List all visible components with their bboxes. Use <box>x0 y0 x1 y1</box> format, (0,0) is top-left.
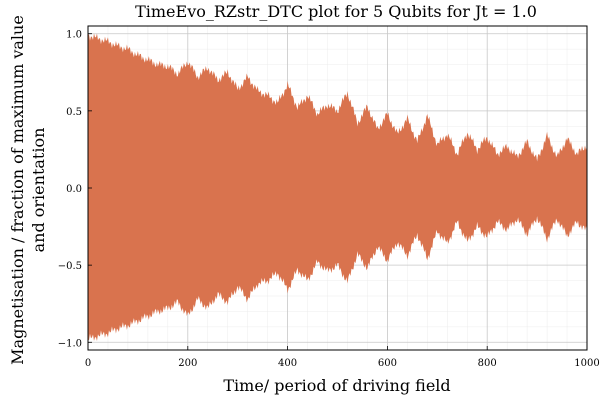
y-tick-label: 1.0 <box>66 30 82 41</box>
x-tick-label: 600 <box>378 358 397 369</box>
y-tick-label: −1.0 <box>58 338 82 349</box>
x-axis-ticks: 0 200 400 600 800 1000 <box>85 346 600 369</box>
x-tick-label: 800 <box>478 358 497 369</box>
y-axis-label-line2: and orientation <box>29 128 48 253</box>
x-tick-label: 200 <box>178 358 197 369</box>
x-axis-label: Time/ period of driving field <box>223 376 450 395</box>
y-tick-label: 0.5 <box>66 107 82 118</box>
x-tick-label: 400 <box>278 358 297 369</box>
x-tick-label: 1000 <box>574 358 599 369</box>
y-axis-ticks: −1.0 −0.5 0.0 0.5 1.0 <box>58 30 92 349</box>
x-tick-label: 0 <box>85 358 91 369</box>
series-area <box>88 33 587 341</box>
chart-title: TimeEvo_RZstr_DTC plot for 5 Qubits for … <box>135 2 537 21</box>
y-axis-label-line1: Magnetisation / fraction of maximum valu… <box>8 15 27 365</box>
y-tick-label: −0.5 <box>58 261 82 272</box>
y-tick-label: 0.0 <box>66 184 82 195</box>
